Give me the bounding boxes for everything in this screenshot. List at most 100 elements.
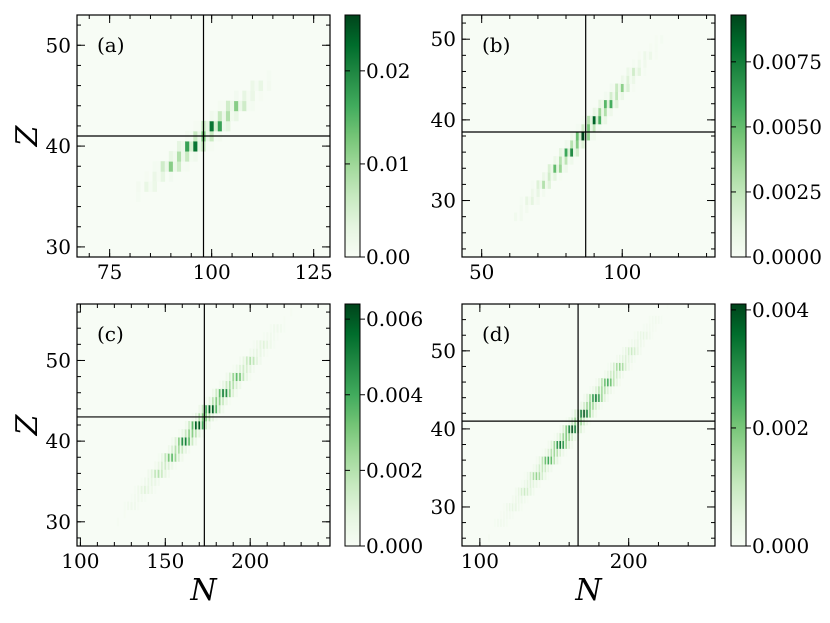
heatmap-cell [244, 356, 247, 365]
heatmap-cell [223, 396, 226, 406]
heatmap-cell [517, 487, 520, 496]
heatmap-cell [193, 141, 198, 152]
heatmap-cell [222, 380, 225, 390]
heatmap-cell [547, 456, 550, 465]
x-tick-label: 100 [193, 260, 231, 284]
heatmap-cell [619, 362, 621, 371]
heatmap-cell [123, 509, 126, 519]
heatmap-cell [266, 70, 272, 81]
heatmap-cell [533, 188, 537, 197]
heatmap-cell [562, 440, 565, 449]
heatmap-cell [611, 362, 614, 371]
heatmap-cell [154, 461, 157, 470]
heatmap-cell [161, 453, 164, 462]
heatmap-cell [598, 115, 602, 125]
heatmap-cell [168, 151, 174, 162]
heatmap-cell [541, 471, 544, 481]
heatmap-cell [227, 388, 230, 398]
heatmap-cell [242, 372, 245, 382]
heatmap-cell [609, 91, 613, 101]
heatmap-cell [632, 83, 636, 93]
heatmap-cell [615, 83, 619, 93]
heatmap-cell [589, 123, 594, 133]
heatmap-cell [266, 340, 269, 349]
y-tick-label: 30 [46, 510, 71, 534]
y-tick-label: 40 [431, 108, 456, 132]
heatmap-cell [583, 409, 586, 418]
heatmap-cell [249, 372, 252, 382]
heatmap-cell [240, 372, 243, 382]
heatmap-cell [559, 425, 562, 434]
heatmap-cell [605, 378, 608, 387]
heatmap-cell [198, 420, 201, 430]
heatmap-cell [568, 432, 571, 442]
heatmap-cell [232, 388, 235, 398]
heatmap-cell [565, 425, 568, 434]
heatmap-cell [583, 393, 586, 402]
colorbar-tick-label: 0.002 [752, 416, 809, 440]
heatmap-cell [162, 469, 165, 478]
heatmap-cell [603, 91, 608, 101]
heatmap-cell [578, 425, 581, 434]
heatmap-cell [130, 501, 133, 511]
heatmap-cell [178, 437, 181, 446]
heatmap-cell [550, 172, 554, 181]
heatmap-cell [572, 425, 575, 434]
heatmap-cell [563, 432, 566, 442]
heatmap-cell [553, 448, 556, 457]
heatmap-cell [234, 380, 237, 390]
heatmap-cell [555, 448, 557, 457]
heatmap-cell [245, 372, 249, 382]
heatmap-cell [249, 356, 252, 365]
heatmap-cell [211, 396, 215, 406]
heatmap-cell [222, 396, 225, 406]
heatmap-cell [589, 393, 592, 402]
heatmap-cell [193, 120, 198, 132]
heatmap-cell [556, 432, 559, 442]
heatmap-cell [573, 140, 577, 149]
heatmap-cell [637, 59, 641, 68]
heatmap-cell [575, 148, 580, 157]
heatmap-cell [590, 401, 593, 410]
heatmap-cell [651, 331, 654, 340]
heatmap-cell [609, 83, 613, 93]
heatmap-cell [601, 385, 604, 395]
heatmap-cell [188, 437, 191, 446]
heatmap-cell [630, 362, 633, 371]
y-tick-label: 50 [431, 339, 456, 363]
heatmap-cell [589, 115, 594, 125]
heatmap-cell [660, 35, 664, 44]
heatmap-cell [574, 409, 577, 418]
heatmap-cell [547, 164, 551, 173]
heatmap-cell [605, 385, 608, 395]
heatmap-cell [595, 393, 598, 402]
heatmap-cell [595, 409, 598, 418]
heatmap-cell [234, 110, 239, 122]
heatmap-cell [254, 348, 257, 357]
heatmap-cell [575, 123, 580, 133]
heatmap-cell [593, 393, 596, 402]
heatmap-cell [543, 471, 545, 481]
heatmap-cell [614, 378, 617, 387]
heatmap-cell [133, 485, 136, 494]
heatmap-cell [564, 156, 568, 165]
heatmap-cell [632, 67, 636, 76]
heatmap-cell [528, 471, 531, 481]
heatmap-cell [181, 445, 184, 454]
heatmap-cell [566, 432, 569, 442]
heatmap-cell [525, 196, 529, 205]
heatmap-cell [608, 385, 611, 395]
heatmap-cell [549, 440, 551, 449]
heatmap-cell [162, 461, 165, 470]
heatmap-cell [616, 362, 618, 371]
heatmap-cell [171, 437, 174, 446]
heatmap-cell [559, 448, 562, 457]
heatmap-cell [635, 346, 638, 356]
heatmap-cell [630, 346, 633, 356]
heatmap-cell [629, 75, 633, 84]
heatmap-cell [636, 346, 639, 356]
heatmap-cell [196, 429, 199, 438]
y-tick-label: 30 [46, 235, 71, 259]
heatmap-cell [601, 401, 604, 410]
heatmap-cell [535, 464, 538, 473]
